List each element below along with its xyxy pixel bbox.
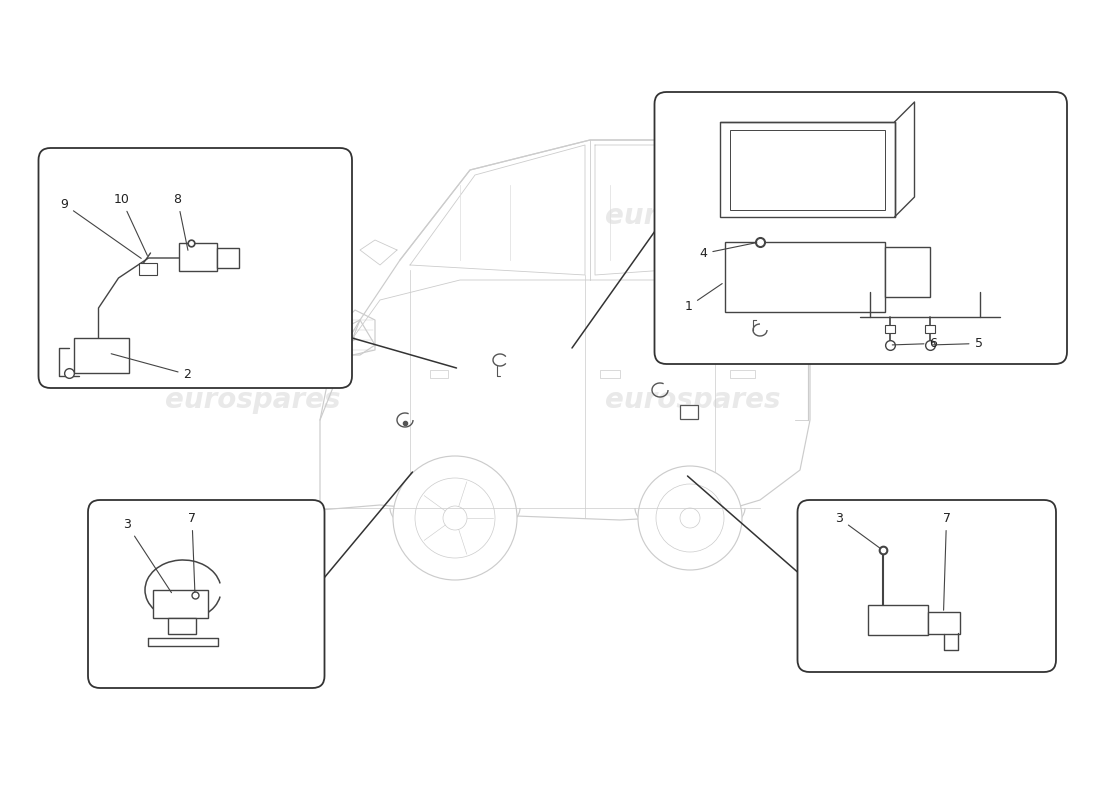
Circle shape	[680, 508, 700, 528]
Text: 6: 6	[892, 337, 937, 350]
Bar	[217, 248, 239, 268]
Bar	[430, 370, 448, 378]
Bar	[884, 325, 894, 333]
Bar	[719, 122, 894, 217]
Circle shape	[393, 456, 517, 580]
Circle shape	[415, 478, 495, 558]
Bar	[74, 338, 129, 373]
Text: 8: 8	[174, 193, 188, 250]
Text: 3: 3	[836, 512, 880, 548]
Text: eurospares: eurospares	[605, 386, 781, 414]
Bar	[884, 247, 930, 297]
Text: eurospares: eurospares	[165, 202, 341, 230]
Bar	[168, 618, 196, 634]
Text: 4: 4	[700, 242, 757, 260]
Bar	[153, 590, 208, 618]
Bar	[725, 242, 884, 312]
Bar	[924, 325, 935, 333]
Bar	[680, 405, 698, 419]
FancyBboxPatch shape	[88, 500, 324, 688]
FancyBboxPatch shape	[654, 92, 1067, 364]
Bar	[868, 605, 927, 635]
Text: 7: 7	[943, 512, 950, 610]
Text: 5: 5	[933, 337, 982, 350]
Text: eurospares: eurospares	[165, 386, 341, 414]
Circle shape	[656, 484, 724, 552]
Bar	[178, 243, 217, 271]
Text: 1: 1	[684, 283, 723, 313]
Bar	[927, 612, 959, 634]
Bar	[729, 130, 884, 210]
Text: eurospares: eurospares	[605, 202, 781, 230]
Text: 9: 9	[60, 198, 141, 258]
Bar	[730, 370, 755, 378]
Circle shape	[638, 466, 743, 570]
Bar	[600, 370, 620, 378]
Text: 7: 7	[188, 512, 196, 592]
FancyBboxPatch shape	[39, 148, 352, 388]
Bar	[139, 263, 156, 275]
Circle shape	[443, 506, 468, 530]
Text: 3: 3	[123, 518, 172, 593]
Text: 10: 10	[113, 193, 147, 255]
Text: 2: 2	[111, 354, 191, 381]
FancyBboxPatch shape	[798, 500, 1056, 672]
